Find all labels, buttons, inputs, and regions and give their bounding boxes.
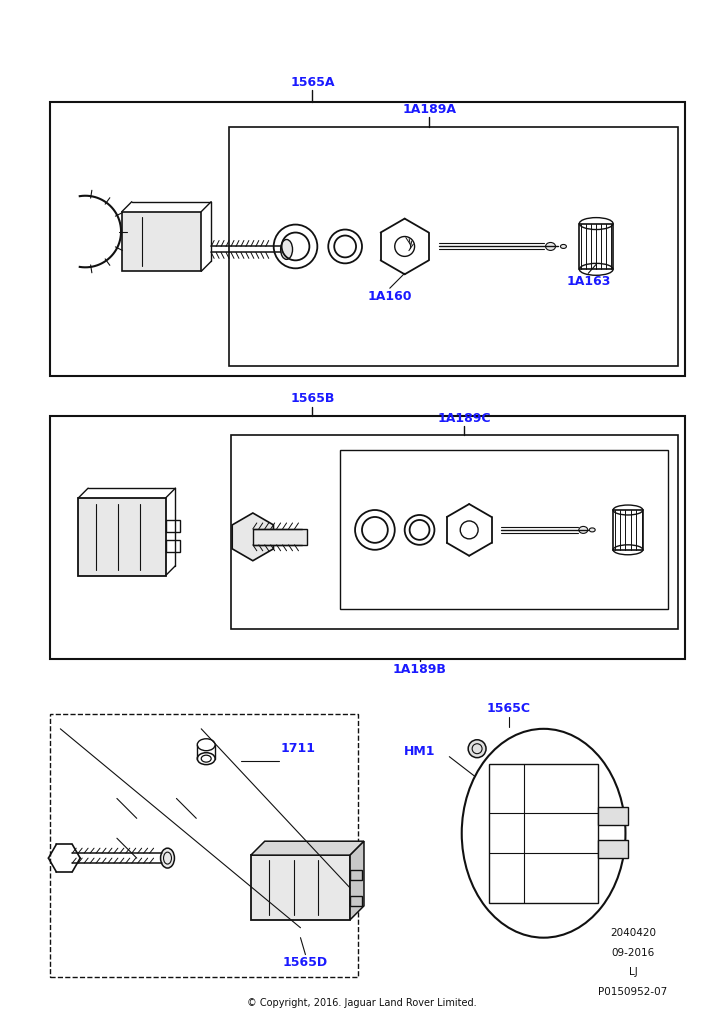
Text: 1565B: 1565B [290,392,334,406]
Text: 1565D: 1565D [283,956,328,969]
Text: HM1: HM1 [404,745,435,758]
Polygon shape [350,841,364,920]
Text: 1711: 1711 [281,742,316,756]
Bar [598,807,628,825]
Ellipse shape [281,240,292,259]
Bar [229,127,678,366]
Bar [489,764,598,903]
Bar [613,510,643,550]
Polygon shape [251,855,350,920]
Text: 1A189A: 1A189A [403,102,456,116]
Bar [166,540,180,552]
Polygon shape [251,841,364,855]
Text: 09-2016: 09-2016 [611,947,654,957]
Text: 1A163: 1A163 [566,274,610,288]
Text: 2040420: 2040420 [610,928,656,938]
Bar [231,435,678,630]
Text: 1A160: 1A160 [368,290,412,303]
Ellipse shape [578,526,588,534]
Ellipse shape [161,848,174,868]
Bar [51,714,358,978]
Bar [166,520,180,531]
Polygon shape [122,212,201,271]
Bar [350,870,362,880]
Text: 1565C: 1565C [487,702,531,716]
Ellipse shape [560,245,566,249]
Ellipse shape [546,243,555,251]
Ellipse shape [589,528,595,531]
Polygon shape [78,498,166,575]
Text: 1A189C: 1A189C [437,412,491,425]
Bar [51,102,686,376]
Bar [253,529,308,545]
Bar [350,896,362,906]
Ellipse shape [468,739,486,758]
Text: P0150952-07: P0150952-07 [598,987,668,997]
Bar [340,451,668,609]
Text: © Copyright, 2016. Jaguar Land Rover Limited.: © Copyright, 2016. Jaguar Land Rover Lim… [247,998,477,1009]
Text: LJ: LJ [628,968,637,978]
Text: 1A189B: 1A189B [392,663,447,676]
Bar [579,223,613,269]
Text: 1565A: 1565A [290,76,334,89]
Polygon shape [232,513,274,561]
Bar [598,841,628,858]
Bar [51,416,686,659]
